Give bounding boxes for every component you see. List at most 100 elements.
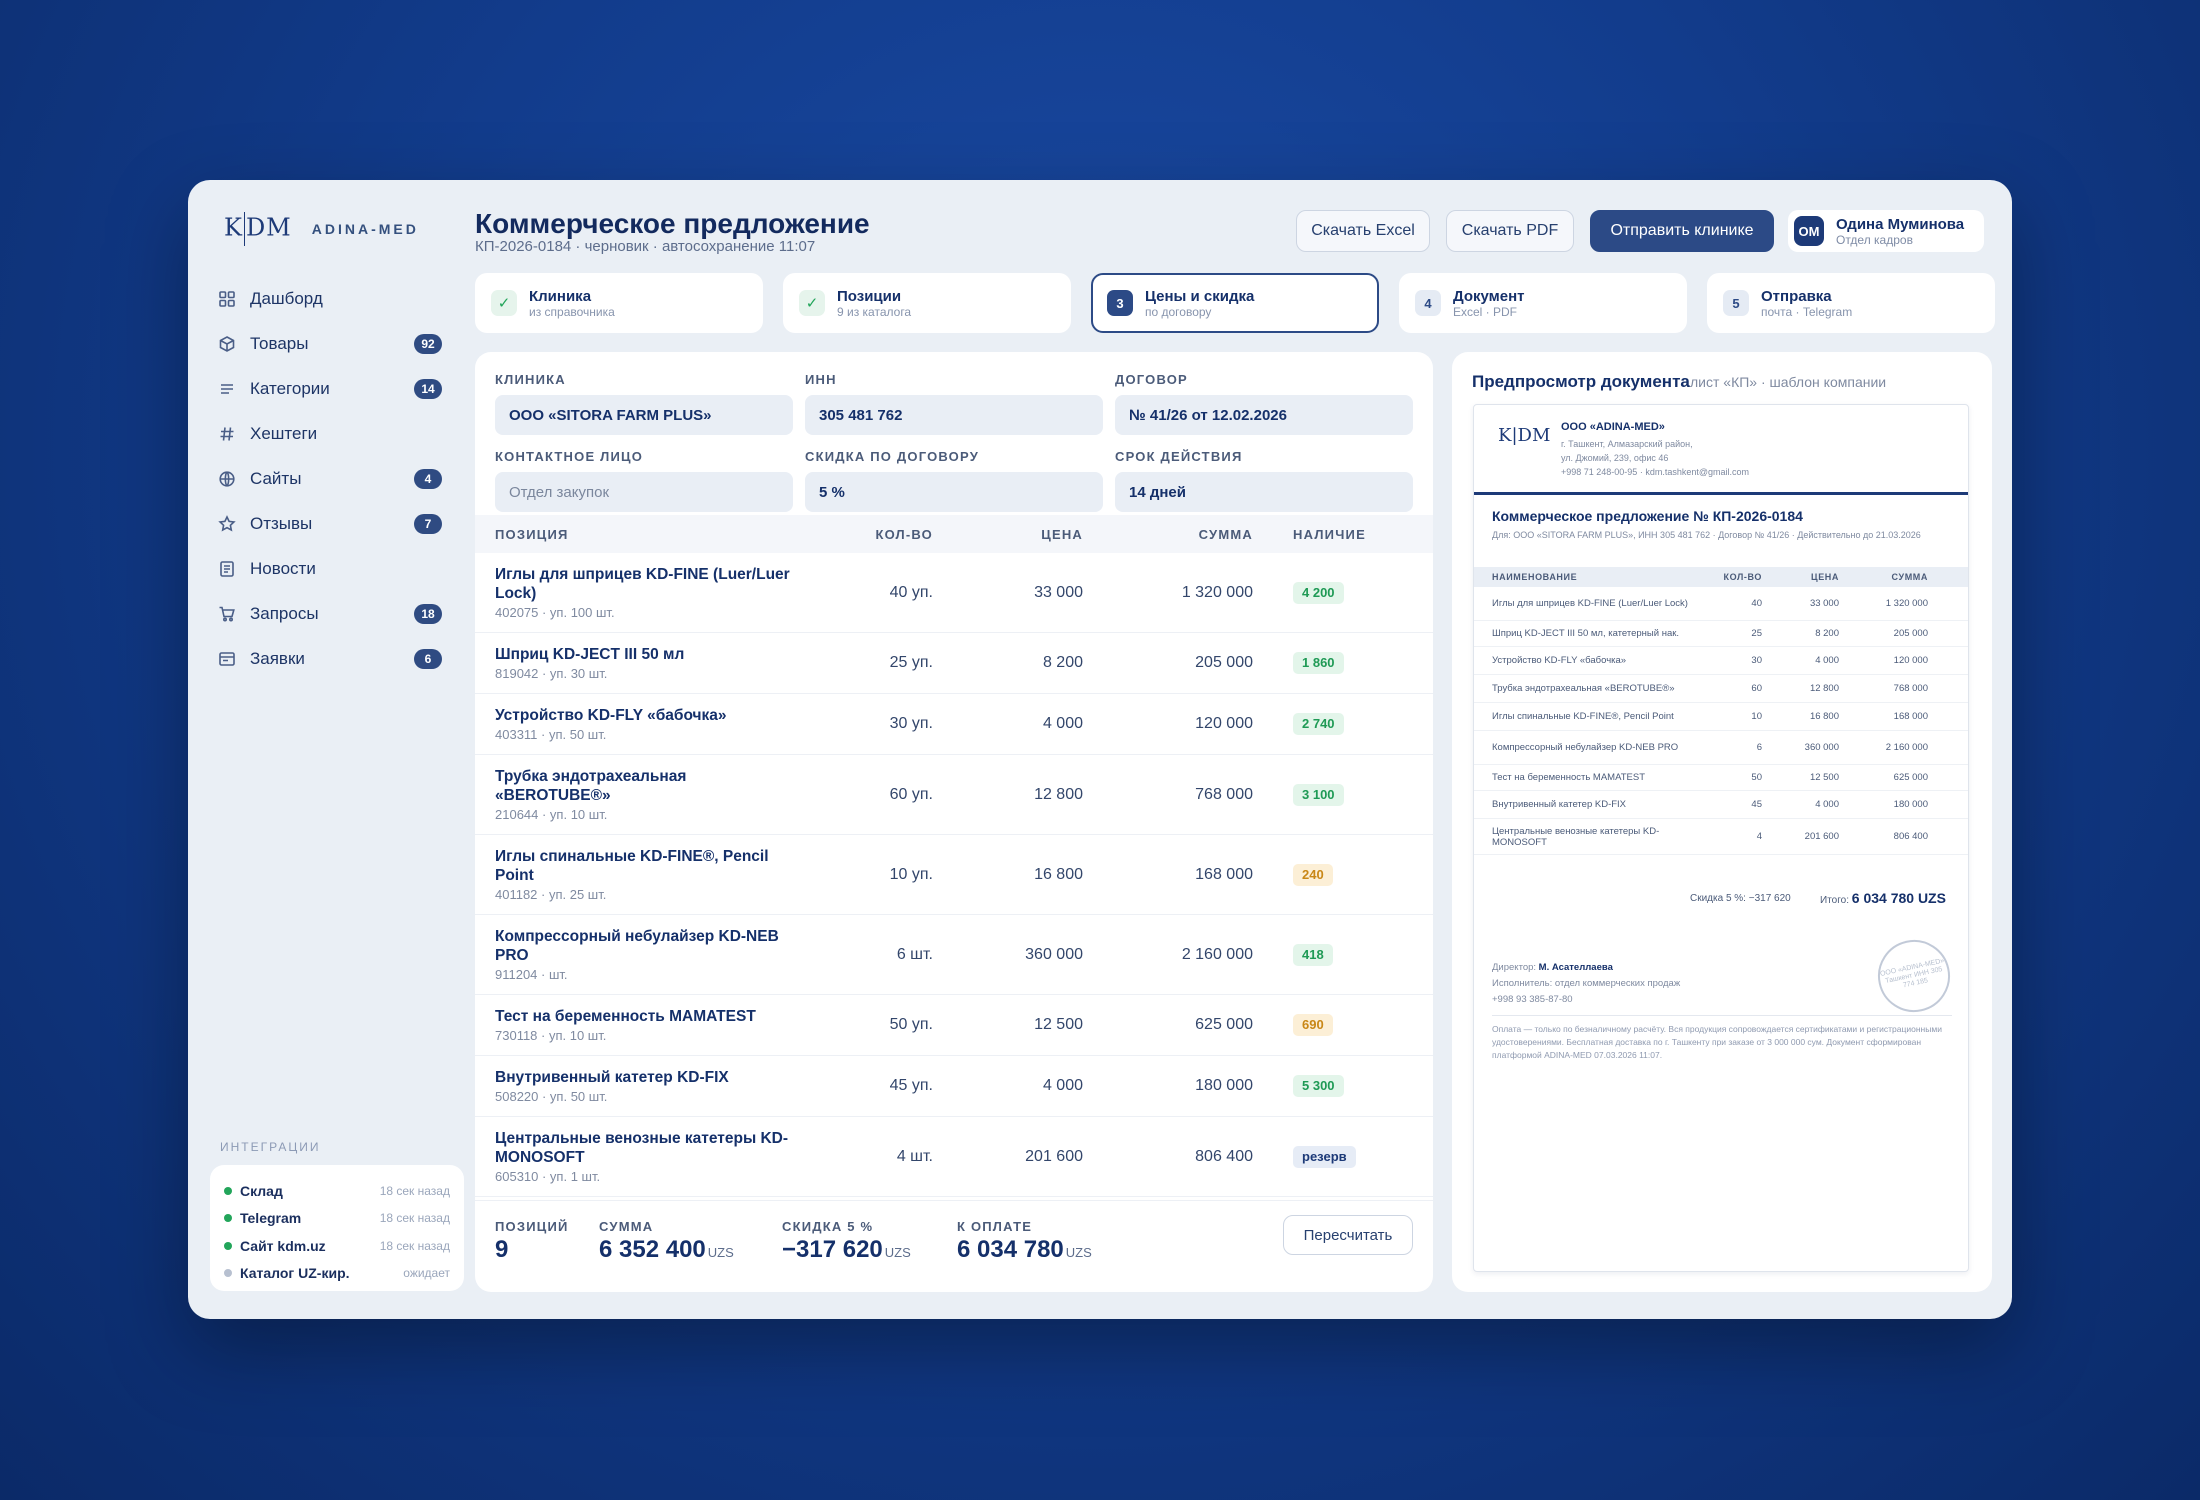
inn-label: ИНН bbox=[805, 372, 837, 387]
item-qty[interactable]: 60 уп. bbox=[889, 785, 933, 803]
doc-item-name: Устройство KD-FLY «бабочка» bbox=[1492, 655, 1627, 666]
item-price[interactable]: 16 800 bbox=[1034, 865, 1083, 883]
item-sku: 730118 · уп. 10 шт. bbox=[495, 1028, 607, 1043]
list-icon bbox=[218, 380, 236, 398]
news-icon bbox=[218, 560, 236, 578]
integration-row[interactable]: Сайт kdm.uz 18 сек назад bbox=[224, 1232, 450, 1260]
item-price[interactable]: 12 500 bbox=[1034, 1016, 1083, 1033]
step-5[interactable]: 5 Отправка почта · Telegram bbox=[1707, 273, 1995, 333]
clinic-label: КЛИНИКА bbox=[495, 372, 566, 387]
item-price[interactable]: 360 000 bbox=[1025, 945, 1083, 963]
doc-item-qty: 4 bbox=[1756, 831, 1762, 842]
item-qty[interactable]: 25 уп. bbox=[889, 654, 933, 671]
item-qty[interactable]: 6 шт. bbox=[896, 945, 933, 963]
sidebar-item[interactable]: Новости bbox=[218, 546, 442, 591]
item-qty[interactable]: 45 уп. bbox=[889, 1077, 933, 1094]
table-row[interactable]: Трубка эндотрахеальная «BEROTUBE®» 210644… bbox=[475, 755, 1433, 835]
inn-input[interactable]: 305 481 762 bbox=[805, 395, 1103, 435]
doc-item-sum: 180 000 bbox=[1893, 799, 1928, 810]
sidebar-nav: Дашборд Товары 92 Категории 14 Хештеги Сайты 4 О… bbox=[218, 276, 442, 681]
inn-field: ИНН 305 481 762 bbox=[805, 372, 1103, 435]
send-to-clinic-button[interactable]: Отправить клинике bbox=[1590, 210, 1774, 252]
item-price[interactable]: 8 200 bbox=[1042, 654, 1083, 671]
item-name: Устройство KD-FLY «бабочка» bbox=[495, 707, 727, 724]
contact-input[interactable]: Отдел закупок bbox=[495, 472, 793, 512]
item-qty[interactable]: 40 уп. bbox=[889, 583, 933, 601]
integration-row[interactable]: Каталог UZ-кир. ожидает bbox=[224, 1260, 450, 1288]
item-qty[interactable]: 30 уп. bbox=[889, 715, 933, 732]
table-row[interactable]: Тест на беременность MAMATEST 730118 · уп… bbox=[475, 995, 1433, 1056]
step-subtitle: по договору bbox=[1145, 304, 1212, 319]
sidebar-item[interactable]: Хештеги bbox=[218, 411, 442, 456]
count-badge: 92 bbox=[414, 333, 442, 354]
item-price[interactable]: 201 600 bbox=[1025, 1147, 1083, 1165]
step-4[interactable]: 4 Документ Excel · PDF bbox=[1399, 273, 1687, 333]
integration-time: 18 сек назад bbox=[379, 1238, 450, 1253]
doc-row: Компрессорный небулайзер KD-NEB PRO 6 360 … bbox=[1474, 731, 1968, 765]
clinic-select[interactable]: ООО «SITORA FARM PLUS» bbox=[495, 395, 793, 435]
doc-total-label: Итого: bbox=[1820, 895, 1849, 906]
brand-name: ADINA-MED bbox=[311, 221, 419, 237]
item-sku: 402075 · уп. 100 шт. bbox=[495, 605, 615, 620]
item-price[interactable]: 33 000 bbox=[1034, 583, 1083, 601]
item-name: Внутривенный катетер KD-FIX bbox=[495, 1069, 729, 1086]
discount-input[interactable]: 5 % bbox=[805, 472, 1103, 512]
user-menu[interactable]: ОМ Одина Муминова Отдел кадров bbox=[1788, 210, 1984, 252]
doc-item-name: Компрессорный небулайзер KD-NEB PRO bbox=[1492, 742, 1679, 753]
item-sum: 625 000 bbox=[1195, 1016, 1253, 1033]
doc-item-price: 360 000 bbox=[1804, 742, 1839, 753]
executor: Исполнитель: отдел коммерческих продаж bbox=[1492, 978, 1681, 989]
recalculate-button[interactable]: Пересчитать bbox=[1283, 1215, 1413, 1255]
table-row[interactable]: Иглы спинальные KD-FINE®, Pencil Point 40… bbox=[475, 835, 1433, 915]
sidebar-item[interactable]: Заявки 6 bbox=[218, 636, 442, 681]
doc-item-sum: 1 320 000 bbox=[1885, 598, 1928, 609]
doc-item-name: Иглы для шприцев KD-FINE (Luer/Luer Lock… bbox=[1492, 598, 1688, 609]
count-badge: 6 bbox=[414, 648, 442, 669]
step-1[interactable]: ✓ Клиника из справочника bbox=[475, 273, 763, 333]
sidebar-item[interactable]: Запросы 18 bbox=[218, 591, 442, 636]
status-dot bbox=[224, 1241, 232, 1250]
table-row[interactable]: Устройство KD-FLY «бабочка» 403311 · уп. … bbox=[475, 694, 1433, 755]
item-name: Иглы для шприцев KD-FINE (Luer/Luer Lock… bbox=[495, 566, 790, 602]
item-sku: 401182 · уп. 25 шт. bbox=[495, 887, 607, 902]
kdm-logo: K DM bbox=[224, 212, 292, 246]
clinic-field: КЛИНИКА ООО «SITORA FARM PLUS» bbox=[495, 372, 793, 435]
count-value: 9 bbox=[495, 1236, 509, 1263]
brand-logo[interactable]: K DM ADINA-MED bbox=[224, 212, 419, 246]
download-excel-button[interactable]: Скачать Excel bbox=[1296, 210, 1430, 252]
sidebar-item[interactable]: Отзывы 7 bbox=[218, 501, 442, 546]
contract-input[interactable]: № 41/26 от 12.02.2026 bbox=[1115, 395, 1413, 435]
step-title: Позиции bbox=[837, 287, 902, 305]
step-2[interactable]: ✓ Позиции 9 из каталога bbox=[783, 273, 1071, 333]
count-total: ПОЗИЦИЙ 9 bbox=[495, 1219, 569, 1264]
doc-address-1: г. Ташкент, Алмазарский район, bbox=[1561, 439, 1693, 449]
sidebar-item[interactable]: Дашборд bbox=[218, 276, 442, 321]
integration-row[interactable]: Telegram 18 сек назад bbox=[224, 1205, 450, 1233]
sidebar-item[interactable]: Товары 92 bbox=[218, 321, 442, 366]
table-row[interactable]: Центральные венозные катетеры KD-MONOSOF… bbox=[475, 1117, 1433, 1197]
doc-item-name: Внутривенный катетер KD-FIX bbox=[1492, 799, 1627, 810]
doc-item-price: 4 000 bbox=[1815, 799, 1839, 810]
item-price[interactable]: 12 800 bbox=[1034, 785, 1083, 803]
item-name: Центральные венозные катетеры KD-MONOSOF… bbox=[495, 1130, 789, 1166]
item-price[interactable]: 4 000 bbox=[1042, 715, 1083, 732]
item-qty[interactable]: 4 шт. bbox=[896, 1147, 933, 1165]
sidebar-item[interactable]: Категории 14 bbox=[218, 366, 442, 411]
item-price[interactable]: 4 000 bbox=[1042, 1077, 1083, 1094]
item-qty[interactable]: 10 уп. bbox=[889, 865, 933, 883]
item-qty[interactable]: 50 уп. bbox=[889, 1016, 933, 1033]
dashboard-icon bbox=[218, 290, 236, 308]
document-page[interactable]: K|DM ООО «ADINA-MED» г. Ташкент, Алмазар… bbox=[1473, 404, 1969, 1272]
step-number: 4 bbox=[1415, 290, 1441, 316]
doc-row: Иглы спинальные KD-FINE®, Pencil Point 10… bbox=[1474, 703, 1968, 731]
doc-item-sum: 168 000 bbox=[1893, 711, 1928, 722]
table-row[interactable]: Шприц KD-JECT III 50 мл 819042 · уп. 30 ш… bbox=[475, 633, 1433, 694]
table-row[interactable]: Внутривенный катетер KD-FIX 508220 · уп. … bbox=[475, 1056, 1433, 1117]
table-row[interactable]: Компрессорный небулайзер KD-NEB PRO 91120… bbox=[475, 915, 1433, 995]
table-row[interactable]: Иглы для шприцев KD-FINE (Luer/Luer Lock… bbox=[475, 553, 1433, 633]
integration-row[interactable]: Склад 18 сек назад bbox=[224, 1177, 450, 1205]
download-pdf-button[interactable]: Скачать PDF bbox=[1446, 210, 1574, 252]
step-3[interactable]: 3 Цены и скидка по договору bbox=[1091, 273, 1379, 333]
sidebar-item[interactable]: Сайты 4 bbox=[218, 456, 442, 501]
validity-input[interactable]: 14 дней bbox=[1115, 472, 1413, 512]
